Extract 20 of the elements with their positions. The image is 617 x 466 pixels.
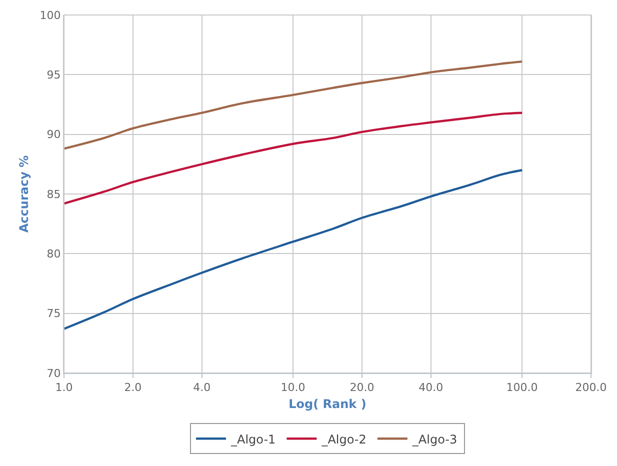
x-axis-title: Log( Rank )	[288, 397, 366, 412]
y-tick-label: 75	[46, 307, 61, 320]
legend-label: _Algo-3	[411, 432, 458, 446]
y-tick-label: 100	[40, 8, 61, 22]
legend-label: _Algo-1	[230, 432, 276, 446]
x-tick-label: 40.0	[418, 381, 444, 394]
x-tick-label: 1.0	[55, 381, 73, 394]
x-tick-label: 2.0	[124, 381, 142, 394]
y-tick-label: 80	[46, 248, 61, 261]
y-tick-label: 95	[46, 68, 61, 82]
y-tick-label: 90	[46, 128, 61, 142]
y-axis-title: Accuracy %	[17, 155, 32, 233]
x-tick-label: 100.0	[506, 381, 538, 394]
y-tick-label: 70	[46, 366, 61, 380]
x-tick-label: 200.0	[575, 381, 607, 394]
x-tick-label: 10.0	[280, 381, 306, 394]
x-tick-label: 4.0	[193, 381, 211, 394]
legend-label: _Algo-2	[320, 432, 366, 446]
x-tick-label: 20.0	[350, 381, 374, 394]
y-tick-label: 85	[46, 188, 61, 201]
